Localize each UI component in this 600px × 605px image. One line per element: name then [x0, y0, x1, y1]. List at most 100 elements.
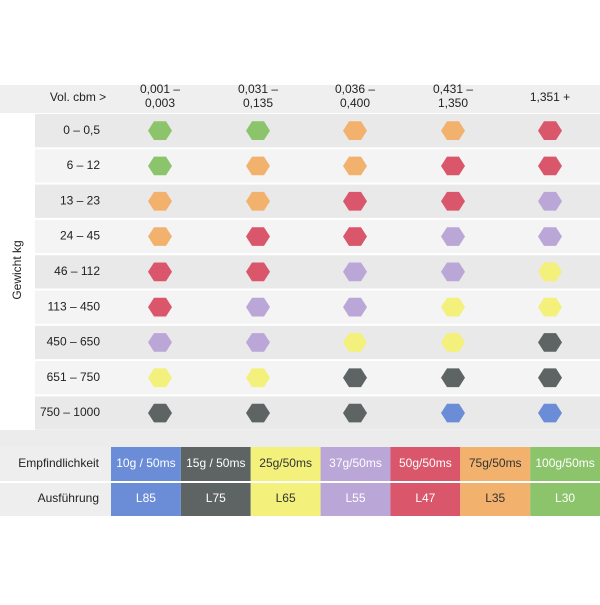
column-header: 0,135: [243, 96, 273, 110]
legend-cell: [180, 447, 251, 481]
hexagon: [538, 191, 562, 211]
legend-cell: [390, 447, 461, 481]
legend-cell: [460, 482, 531, 516]
legend-text: L75: [206, 491, 226, 505]
row-label: 750 – 1000: [40, 405, 100, 419]
legend-text: 15g / 50ms: [186, 456, 245, 470]
hexagon: [148, 121, 172, 140]
hexagon: [538, 368, 562, 388]
hexagon: [538, 403, 562, 423]
legend-row-label: Ausführung: [38, 491, 99, 505]
hexagon: [441, 227, 465, 246]
hexagon: [246, 262, 270, 282]
hexagon: [343, 262, 367, 282]
hexagon: [441, 121, 465, 140]
hexagon: [343, 227, 367, 246]
hexagon: [246, 227, 270, 246]
legend-text: L47: [415, 491, 435, 505]
column-header: 0,001 –: [140, 82, 180, 96]
hexagon: [538, 156, 562, 176]
legend-label-bg: [0, 482, 111, 516]
legend-cell: [460, 447, 531, 481]
row-band: [35, 184, 600, 218]
legend-text: L85: [136, 491, 156, 505]
legend-cell: [530, 482, 600, 516]
hexagon: [343, 297, 367, 317]
hexagon: [148, 368, 172, 388]
legend-cell: [111, 447, 181, 481]
hexagon: [538, 333, 562, 352]
hexagon: [343, 191, 367, 211]
hexagon: [441, 262, 465, 282]
hexagon: [148, 156, 172, 176]
hexagon: [246, 297, 270, 317]
hexagon: [148, 297, 172, 317]
column-header: 0,003: [145, 96, 175, 110]
hexagon: [441, 333, 465, 352]
row-label: 6 – 12: [67, 158, 101, 172]
hexagon: [246, 121, 270, 140]
legend-text: L65: [276, 491, 296, 505]
hexagon: [148, 333, 172, 352]
hexagon: [246, 156, 270, 176]
column-header: 0,036 –: [335, 82, 375, 96]
legend-cell: [111, 482, 181, 516]
hexagon: [246, 333, 270, 352]
legend-text: 75g/50ms: [469, 456, 522, 470]
legend-text: L35: [485, 491, 505, 505]
row-band: [35, 325, 600, 360]
hexagon: [538, 121, 562, 140]
hexagon: [441, 368, 465, 388]
hexagon: [343, 156, 367, 176]
legend-cell: [250, 482, 321, 516]
legend-text: L30: [555, 491, 575, 505]
row-label: 24 – 45: [60, 229, 100, 243]
hexagon: [343, 368, 367, 388]
vol-label: Vol. cbm >: [50, 90, 106, 104]
legend-text: 37g/50ms: [329, 456, 382, 470]
row-label: 46 – 112: [54, 264, 100, 278]
column-header: 1,350: [438, 96, 468, 110]
hexagon: [441, 191, 465, 211]
column-header: 0,400: [340, 96, 370, 110]
legend-cell: [390, 482, 461, 516]
row-band: [35, 396, 600, 430]
legend-text: L55: [345, 491, 365, 505]
row-label: 0 – 0,5: [63, 123, 100, 137]
row-label: 113 – 450: [48, 299, 101, 313]
hexagon: [441, 156, 465, 176]
hexagon: [538, 297, 562, 317]
row-band: [35, 361, 600, 395]
legend-text: 50g/50ms: [399, 456, 452, 470]
hexagon: [148, 191, 172, 211]
column-header: 0,031 –: [238, 82, 278, 96]
spacer-band: [0, 430, 600, 447]
row-label: 450 – 650: [47, 335, 101, 349]
hexagon: [246, 191, 270, 211]
hexagon: [148, 403, 172, 423]
legend-cell: [250, 447, 321, 481]
hexagon: [343, 333, 367, 352]
column-header: 1,351 +: [530, 90, 570, 104]
hexagon: [343, 121, 367, 140]
hexagon: [441, 403, 465, 423]
legend-cell: [180, 482, 251, 516]
hexagon: [246, 368, 270, 388]
legend-text: 10g / 50ms: [116, 456, 175, 470]
row-label: 651 – 750: [47, 370, 101, 384]
row-band: [35, 219, 600, 254]
hexagon: [441, 297, 465, 317]
hexagon: [246, 403, 270, 423]
legend-cell: [530, 447, 600, 481]
hexagon: [343, 403, 367, 423]
axis-label: Gewicht kg: [10, 240, 24, 299]
row-band: [35, 114, 600, 148]
row-band: [35, 149, 600, 183]
hexagon: [538, 227, 562, 246]
legend-text: 25g/50ms: [259, 456, 312, 470]
legend-label-bg: [0, 447, 111, 481]
hexagon: [148, 227, 172, 246]
column-header: 0,431 –: [433, 82, 473, 96]
hexagon: [538, 262, 562, 282]
